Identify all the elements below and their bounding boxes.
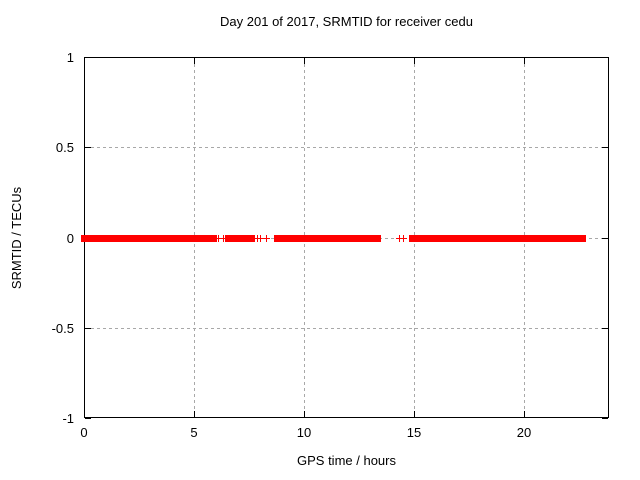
x-tick-label: 5 [190, 425, 198, 440]
data-segment [129, 235, 217, 242]
y-tick-label: -1 [62, 411, 74, 426]
axis-tick [602, 418, 608, 419]
x-tick-label: 20 [516, 425, 532, 440]
data-segment [362, 235, 375, 242]
data-segment [409, 235, 586, 242]
axis-tick [524, 411, 525, 417]
chart-title: Day 201 of 2017, SRMTID for receiver ced… [220, 14, 473, 29]
x-tick-label: 15 [406, 425, 422, 440]
axis-tick [85, 147, 91, 148]
axis-tick [85, 57, 91, 58]
data-segment [274, 235, 285, 242]
data-point-marker [400, 235, 407, 242]
y-tick-label: 0 [66, 231, 74, 246]
y-tick-label: 0.5 [55, 140, 74, 155]
data-segment [281, 235, 338, 242]
axis-tick [194, 411, 195, 417]
grid-line-horizontal [85, 328, 608, 329]
data-point-marker [220, 235, 227, 242]
data-point-marker [396, 235, 403, 242]
axis-tick [304, 58, 305, 64]
axis-tick [85, 418, 91, 419]
data-segment [333, 235, 365, 242]
data-point-marker [215, 235, 222, 242]
y-axis-label: SRMTID / TECUs [9, 186, 24, 290]
axis-tick [602, 238, 608, 239]
axis-tick [414, 411, 415, 417]
axis-tick [414, 58, 415, 64]
grid-line-horizontal [85, 147, 608, 148]
data-segment [370, 235, 381, 242]
data-point-marker [263, 235, 270, 242]
data-segment [81, 235, 134, 242]
axis-tick [304, 411, 305, 417]
axis-tick [194, 58, 195, 64]
x-tick-label: 0 [80, 425, 88, 440]
x-tick-label: 10 [296, 425, 312, 440]
axis-tick [524, 58, 525, 64]
axis-tick [84, 411, 85, 417]
axis-tick [602, 328, 608, 329]
axis-tick [602, 57, 608, 58]
axis-tick [85, 328, 91, 329]
data-point-marker [257, 235, 264, 242]
y-tick-label: 1 [66, 50, 74, 65]
axis-tick [84, 58, 85, 64]
x-axis-label: GPS time / hours [297, 453, 396, 468]
data-point-marker [250, 235, 257, 242]
axis-tick [602, 147, 608, 148]
data-segment [225, 235, 255, 242]
y-tick-label: -0.5 [51, 321, 74, 336]
